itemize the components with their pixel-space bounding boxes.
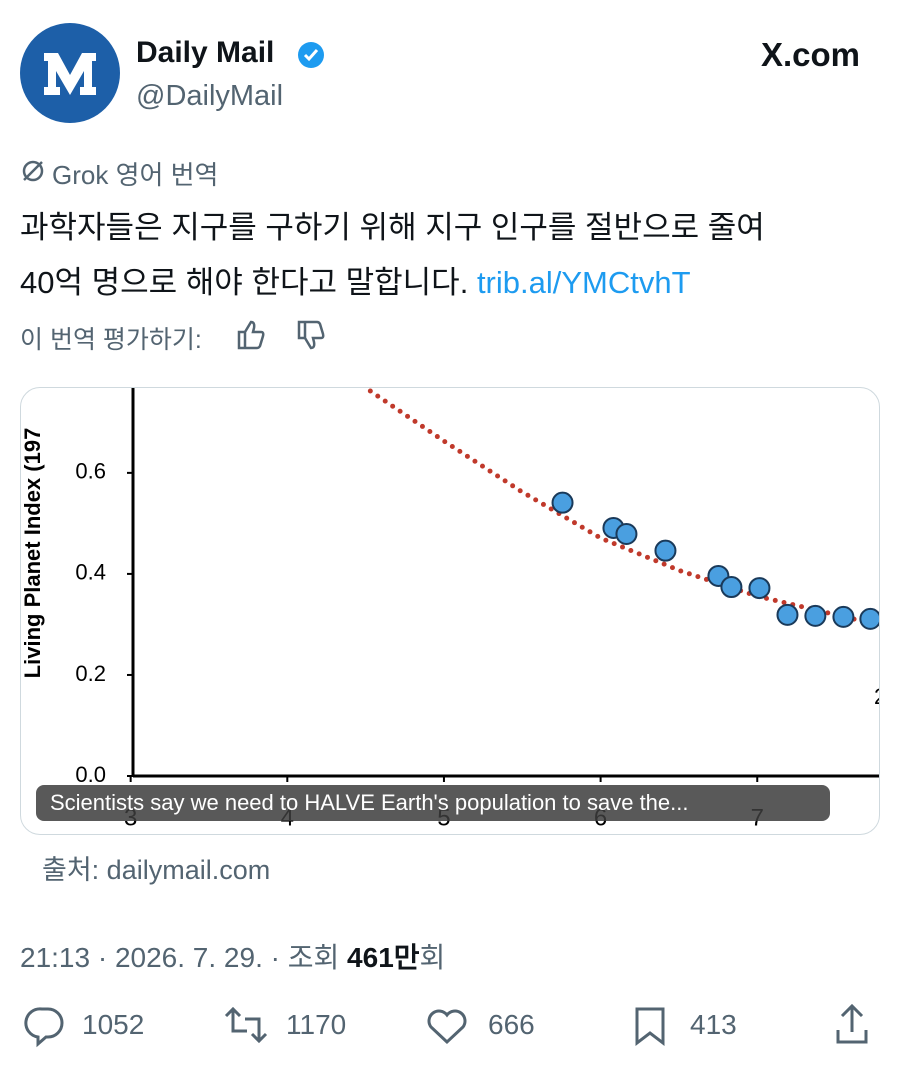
chart-image: Living Planet Index (197 2 0.00.20.40.63… [21, 388, 880, 831]
reply-icon[interactable] [24, 1007, 64, 1048]
data-point [720, 576, 743, 599]
y-axis-label: Living Planet Index (197 [21, 428, 45, 679]
view-count: 461만 [347, 942, 420, 973]
data-point [859, 607, 879, 630]
data-point [654, 539, 677, 562]
tweet-link[interactable]: trib.al/YMCtvhT [476, 265, 691, 300]
reply-count: 1052 [82, 1009, 145, 1040]
data-point [804, 604, 827, 627]
data-point [551, 491, 574, 514]
repost-count: 1170 [286, 1009, 347, 1040]
site-label: X.com [760, 36, 860, 73]
view-unit: 회 [419, 942, 446, 973]
repost-icon[interactable] [224, 1006, 268, 1044]
action-icons [24, 1003, 868, 1048]
link-card[interactable]: Living Planet Index (197 2 0.00.20.40.63… [20, 387, 880, 835]
bookmark-count: 413 [690, 1009, 737, 1040]
trend-line [367, 388, 873, 626]
bookmark-icon[interactable] [635, 1007, 665, 1047]
tweet-line: 40억 명으로 해야 한다고 말합니다. [20, 265, 469, 300]
y-tick-label: 0.4 [75, 560, 106, 585]
card-source[interactable]: 출처: dailymail.com [42, 855, 271, 885]
like-icon[interactable] [427, 1009, 467, 1045]
like-count: 666 [488, 1009, 535, 1040]
avatar[interactable] [20, 23, 120, 123]
y-tick-label: 0.6 [75, 459, 106, 484]
timestamp: 21:13 · 2026. 7. 29. · 조회 [20, 942, 340, 973]
data-point [776, 603, 799, 626]
y-tick-label: 0.0 [75, 762, 106, 787]
tweet-meta: 21:13 · 2026. 7. 29. · 조회 461만회 [20, 936, 445, 976]
data-point [832, 605, 855, 628]
display-name[interactable]: Daily Mail [136, 36, 275, 69]
handle[interactable]: @DailyMail [136, 80, 284, 112]
translation-label[interactable]: Grok 영어 번역 [52, 160, 219, 190]
data-point [615, 523, 638, 546]
grok-icon [22, 160, 44, 182]
annotation: 2 [874, 684, 880, 709]
card-caption: Scientists say we need to HALVE Earth's … [36, 785, 830, 821]
rate-label: 이 번역 평가하기: [20, 326, 202, 354]
data-point [748, 577, 771, 600]
tweet-line: 과학자들은 지구를 구하기 위해 지구 인구를 절반으로 줄여 [20, 210, 765, 245]
y-tick-label: 0.2 [75, 661, 106, 686]
rate-buttons[interactable] [236, 318, 336, 352]
verified-badge [298, 42, 324, 68]
tweet-line: 40억 명으로 해야 한다고 말합니다. trib.al/YMCtvhT [20, 257, 691, 302]
share-icon[interactable] [836, 1003, 868, 1044]
